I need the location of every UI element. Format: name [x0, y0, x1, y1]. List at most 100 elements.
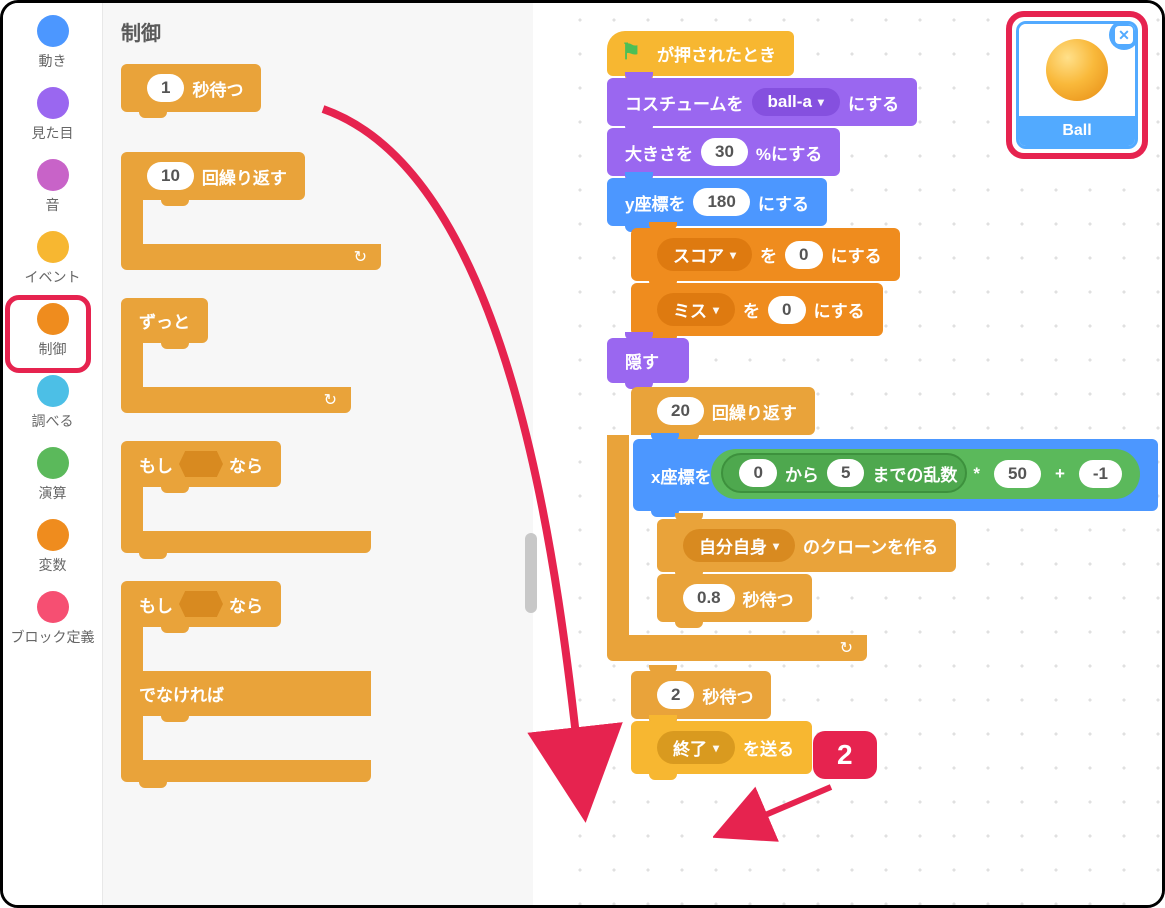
palette-if-block[interactable]: もしなら	[121, 441, 371, 553]
delete-sprite-button[interactable]: ✕	[1109, 21, 1138, 50]
set-var-miss-block[interactable]: ミス を 0 にする	[631, 283, 883, 336]
myblocks-dot	[37, 591, 69, 623]
category-events[interactable]: イベント	[3, 231, 102, 287]
cat-label: 変数	[3, 555, 102, 575]
category-sidebar: 動き 見た目 音 イベント 制御 調べる 演算 変数 ブロック定義	[3, 3, 103, 905]
size-pre: 大きさを	[625, 140, 693, 165]
close-icon: ✕	[1115, 26, 1133, 44]
wait-block-after[interactable]: 2 秒待つ	[631, 671, 771, 719]
cat-label: 調べる	[3, 411, 102, 431]
var-post: にする	[814, 297, 865, 322]
loop-icon: ↻	[354, 247, 367, 267]
cat-label: 演算	[3, 483, 102, 503]
c1[interactable]: 50	[994, 460, 1041, 488]
clone-dropdown[interactable]: 自分自身	[683, 529, 795, 562]
broadcast-post: を送る	[743, 735, 794, 760]
op-multiply[interactable]: 0 から 5 までの乱数 * 50 + -1	[711, 449, 1140, 499]
when-flag-clicked[interactable]: ⚑ が押されたとき	[607, 31, 794, 76]
green-flag-icon: ⚑	[621, 39, 641, 65]
category-control[interactable]: 制御	[3, 303, 102, 359]
category-motion[interactable]: 動き	[3, 15, 102, 71]
palette-wait-block[interactable]: 1 秒待つ	[121, 64, 261, 112]
hex-slot[interactable]	[179, 451, 223, 477]
var-mid: を	[760, 242, 777, 267]
events-dot	[37, 231, 69, 263]
control-dot	[37, 303, 69, 335]
loop-icon: ↻	[840, 638, 853, 658]
size-post: %にする	[756, 140, 822, 165]
looks-dot	[37, 87, 69, 119]
op-random[interactable]: 0 から 5 までの乱数	[721, 453, 967, 493]
rnd-b[interactable]: 5	[827, 459, 864, 487]
annotation-badge: 2	[813, 731, 877, 779]
broadcast-dropdown[interactable]: 終了	[657, 731, 735, 764]
var-mid: を	[743, 297, 760, 322]
wait-suffix: 秒待つ	[192, 76, 243, 101]
switch-costume-block[interactable]: コスチュームを ball-a にする	[607, 78, 917, 126]
palette-title: 制御	[121, 17, 515, 46]
wait-value[interactable]: 1	[147, 74, 184, 102]
palette-ifelse-block[interactable]: もしなら でなければ	[121, 581, 371, 782]
hex-slot[interactable]	[179, 591, 223, 617]
c2[interactable]: -1	[1079, 460, 1122, 488]
wait-block-inner[interactable]: 0.8 秒待つ	[657, 574, 812, 622]
operators-dot	[37, 447, 69, 479]
op1: *	[973, 464, 980, 484]
forever-label: ずっと	[139, 308, 190, 333]
category-sound[interactable]: 音	[3, 159, 102, 215]
cat-label: 動き	[3, 51, 102, 71]
set-y-block[interactable]: y座標を 180 にする	[607, 178, 827, 226]
variables-dot	[37, 519, 69, 551]
category-sensing[interactable]: 調べる	[3, 375, 102, 431]
rnd-a[interactable]: 0	[739, 459, 776, 487]
repeat-suffix: 回繰り返す	[202, 164, 287, 189]
sety-pre: y座標を	[625, 190, 685, 215]
repeat-value[interactable]: 10	[147, 162, 194, 190]
app-frame: 動き 見た目 音 イベント 制御 調べる 演算 変数 ブロック定義 制御 1 秒…	[0, 0, 1165, 908]
hide-label: 隠す	[625, 348, 659, 373]
sprite-tile[interactable]: ✕ Ball	[1006, 11, 1148, 159]
category-variables[interactable]: 変数	[3, 519, 102, 575]
category-looks[interactable]: 見た目	[3, 87, 102, 143]
block-palette: 制御 1 秒待つ 10 回繰り返す ↻ ずっと ↻ もしなら もしなら でなければ	[103, 3, 533, 905]
op2: +	[1055, 464, 1065, 484]
var-post: にする	[831, 242, 882, 267]
sensing-dot	[37, 375, 69, 407]
set-x-block[interactable]: x座標を 0 から 5 までの乱数 * 50 +	[633, 439, 1158, 511]
category-operators[interactable]: 演算	[3, 447, 102, 503]
palette-scrollbar[interactable]	[525, 533, 537, 613]
sound-dot	[37, 159, 69, 191]
palette-forever-block[interactable]: ずっと ↻	[121, 298, 351, 413]
set-var-score-block[interactable]: スコア を 0 にする	[631, 228, 900, 281]
costume-pre: コスチュームを	[625, 90, 744, 115]
ifelse-pre: もし	[139, 592, 173, 617]
clone-post: のクローンを作る	[803, 533, 938, 558]
palette-repeat-block[interactable]: 10 回繰り返す ↻	[121, 152, 381, 270]
costume-dropdown[interactable]: ball-a	[752, 88, 840, 116]
loop-icon: ↻	[324, 390, 337, 410]
sety-post: にする	[758, 190, 809, 215]
wait1-val[interactable]: 0.8	[683, 584, 735, 612]
cat-label: 制御	[3, 339, 102, 359]
var-dropdown[interactable]: スコア	[657, 238, 752, 271]
create-clone-block[interactable]: 自分自身 のクローンを作る	[657, 519, 956, 572]
hide-block[interactable]: 隠す	[607, 338, 689, 383]
broadcast-block[interactable]: 終了 を送る	[631, 721, 812, 774]
cat-label: 音	[3, 195, 102, 215]
rnd-post: までの乱数	[872, 461, 957, 486]
repeat-post: 回繰り返す	[712, 399, 797, 424]
repeat-value[interactable]: 20	[657, 397, 704, 425]
var-dropdown[interactable]: ミス	[657, 293, 735, 326]
set-size-block[interactable]: 大きさを 30 %にする	[607, 128, 840, 176]
setx-pre: x座標を	[651, 463, 711, 488]
size-value[interactable]: 30	[701, 138, 748, 166]
hat-label: が押されたとき	[657, 41, 776, 66]
motion-dot	[37, 15, 69, 47]
wait2-val[interactable]: 2	[657, 681, 694, 709]
var-value[interactable]: 0	[768, 296, 805, 324]
rnd-mid: から	[785, 461, 819, 486]
category-myblocks[interactable]: ブロック定義	[3, 591, 102, 647]
script-repeat-block[interactable]: 20 回繰り返す x座標を 0 から 5 までの乱数	[607, 387, 1158, 661]
sety-value[interactable]: 180	[693, 188, 749, 216]
var-value[interactable]: 0	[785, 241, 822, 269]
